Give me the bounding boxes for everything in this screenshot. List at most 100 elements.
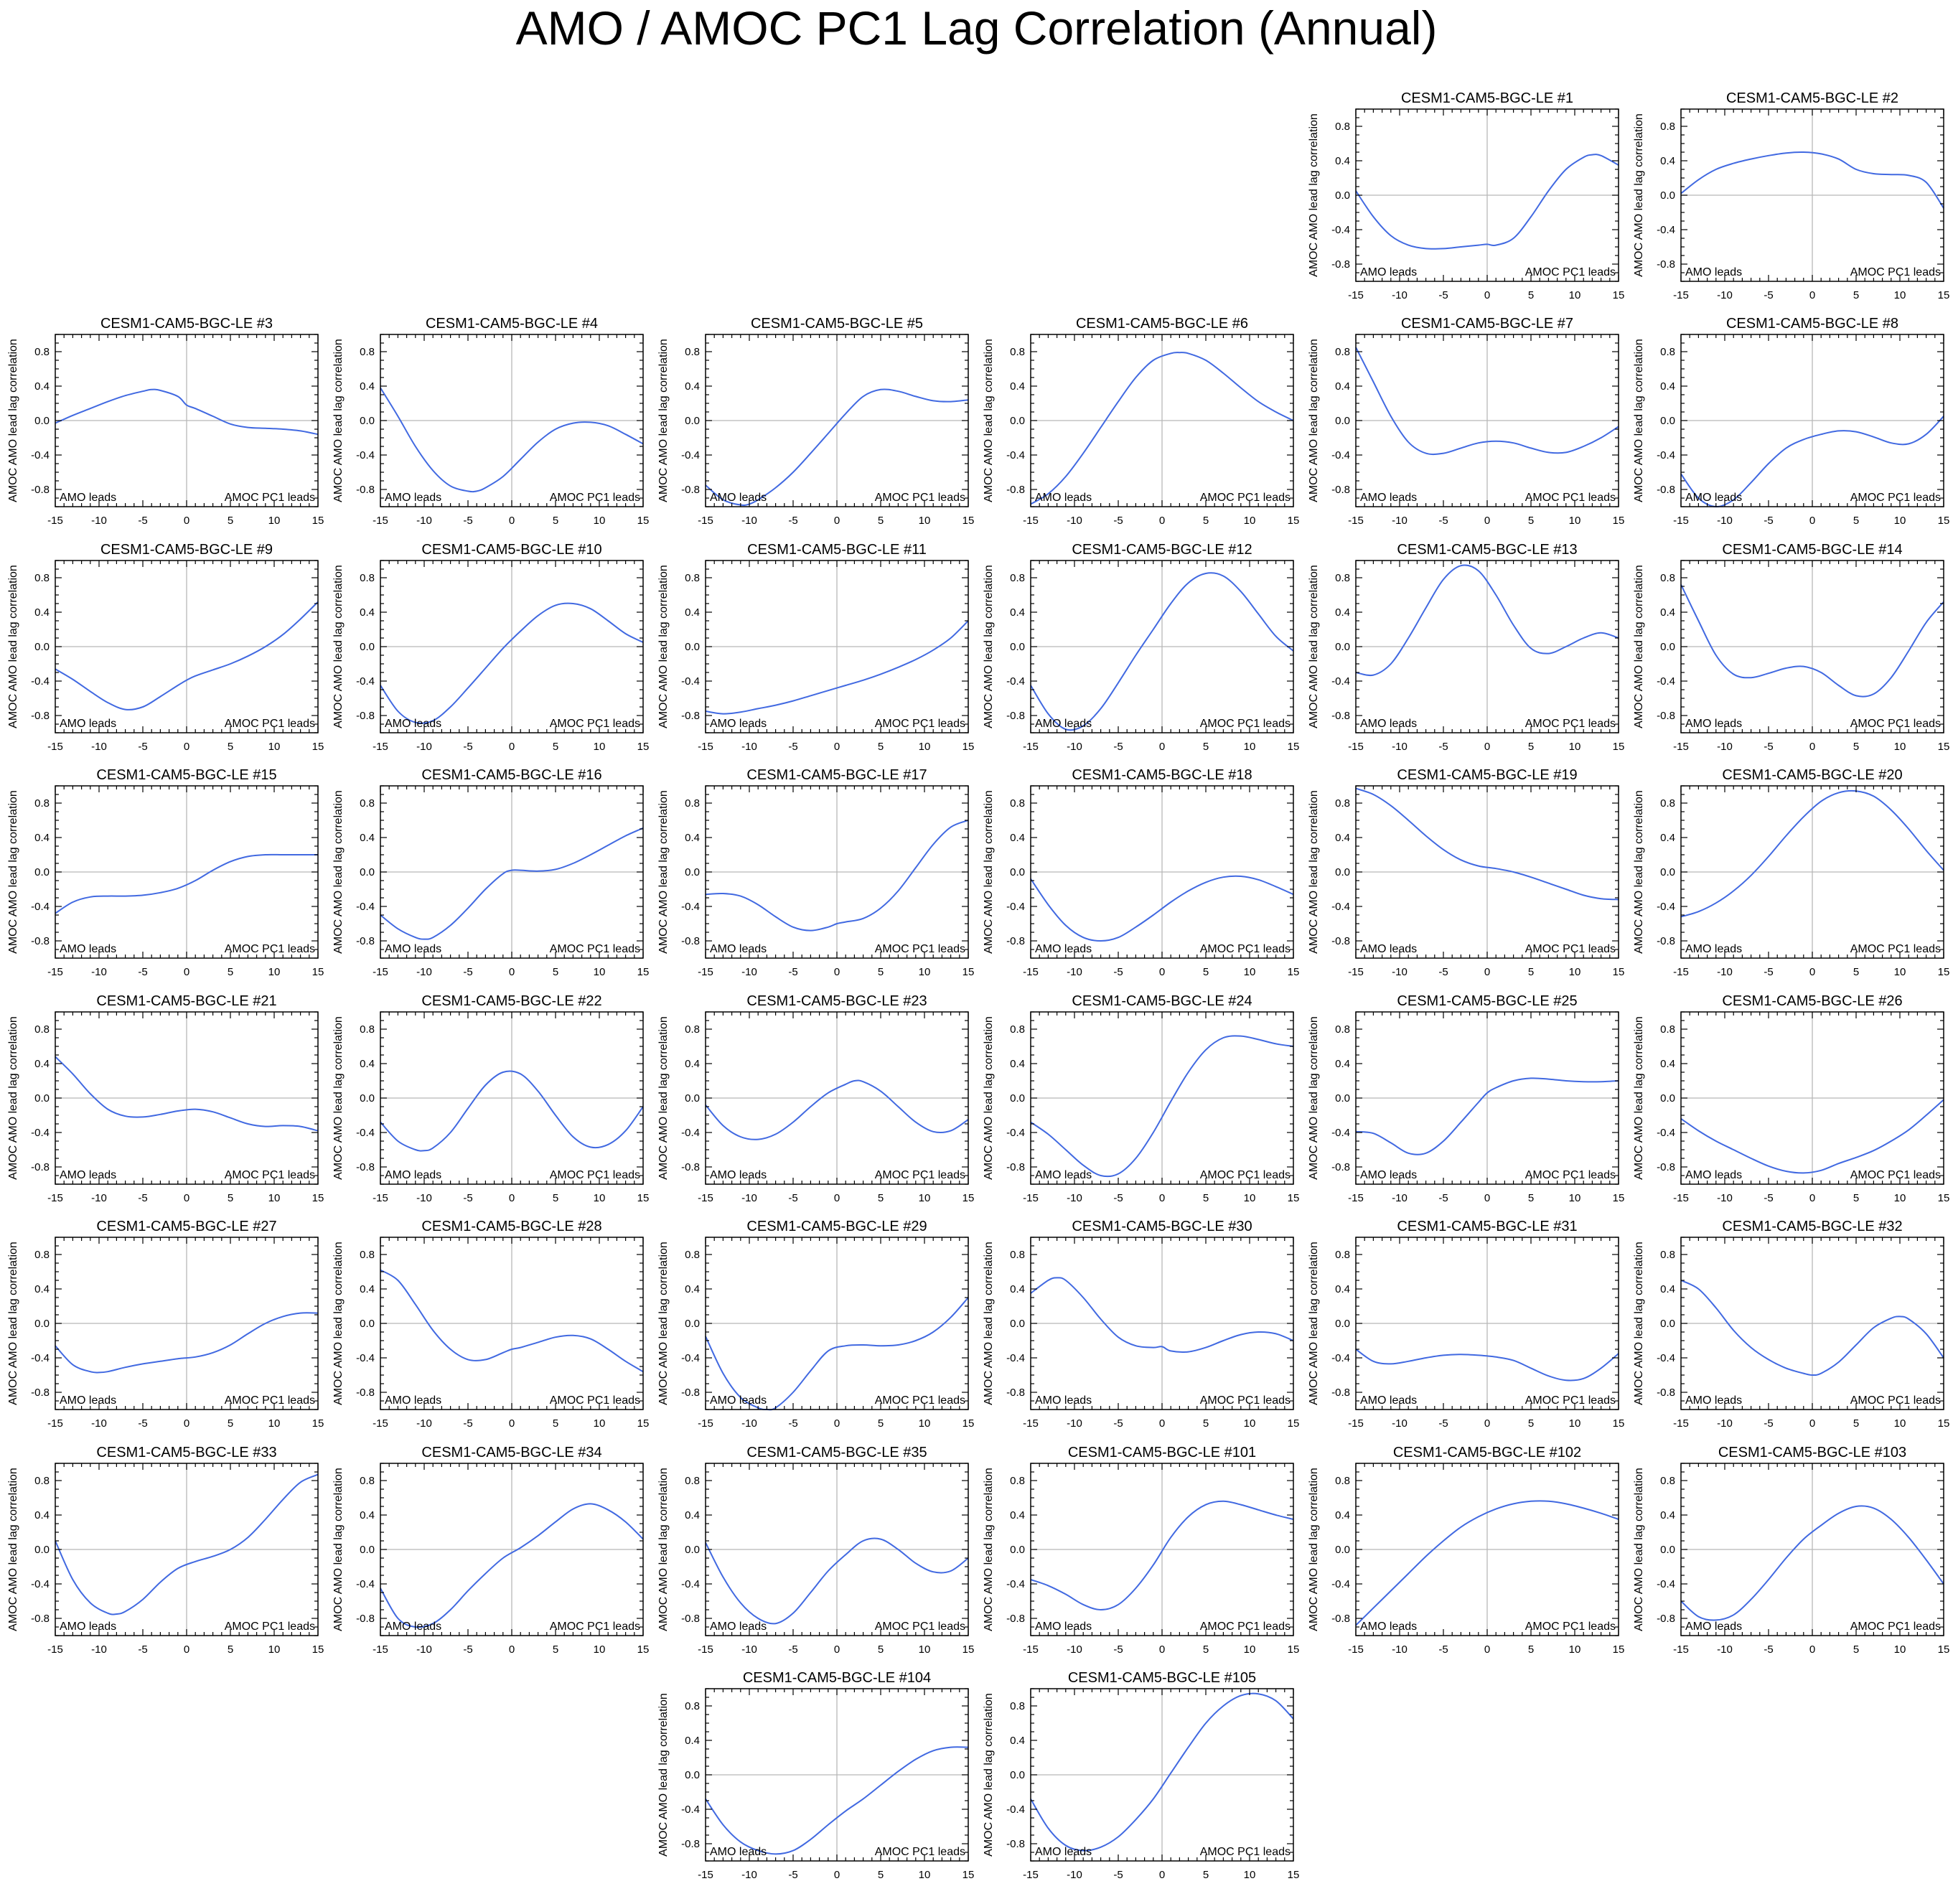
x-tick-label: 15 (312, 1417, 324, 1430)
x-tick-label: -10 (1717, 1643, 1733, 1656)
x-tick-label: -15 (373, 741, 388, 753)
x-tick-label: 10 (1894, 1643, 1906, 1656)
x-tick-label: -5 (463, 1643, 472, 1656)
x-tick-label: 10 (594, 515, 606, 527)
panel-title: CESM1-CAM5-BGC-LE #104 (743, 1670, 931, 1686)
x-tick-label: -5 (1113, 1869, 1123, 1881)
amo-leads-label: AMO leads (385, 943, 441, 955)
amoc-leads-label: AMOC PC1 leads (875, 492, 965, 504)
x-tick-label: 15 (312, 515, 324, 527)
y-axis-label: AMOC AMO lead lag correlation (657, 1468, 670, 1631)
panel-title: CESM1-CAM5-BGC-LE #10 (421, 542, 601, 558)
amo-leads-label: AMO leads (710, 718, 767, 730)
y-tick-label: -0.4 (356, 1352, 375, 1364)
y-tick-label: -0.8 (31, 484, 50, 496)
amo-leads-label: AMO leads (385, 1394, 441, 1407)
x-tick-label: -5 (138, 966, 147, 978)
y-axis-label: AMOC AMO lead lag correlation (1308, 790, 1320, 954)
y-tick-label: -0.4 (31, 901, 50, 913)
x-tick-label: 5 (228, 1643, 233, 1656)
y-axis-label: AMOC AMO lead lag correlation (983, 1016, 995, 1180)
x-tick-label: 10 (919, 1869, 931, 1881)
x-tick-label: -10 (1717, 515, 1733, 527)
y-tick-label: -0.4 (356, 1578, 375, 1590)
x-tick-label: 10 (1244, 966, 1256, 978)
x-tick-label: -5 (1764, 966, 1773, 978)
y-tick-label: 0.4 (360, 380, 375, 393)
x-tick-label: -10 (741, 1417, 757, 1430)
y-tick-label: -0.8 (1331, 1613, 1350, 1625)
y-axis-label: AMOC AMO lead lag correlation (7, 790, 19, 954)
y-tick-label: 0.0 (34, 866, 50, 878)
x-tick-label: -10 (91, 1643, 107, 1656)
x-tick-label: 0 (1809, 741, 1815, 753)
y-tick-label: 0.4 (1010, 606, 1025, 619)
amo-leads-label: AMO leads (385, 718, 441, 730)
y-tick-label: 0.8 (1335, 797, 1350, 810)
x-tick-label: 15 (963, 515, 975, 527)
x-tick-label: -5 (788, 1417, 797, 1430)
y-tick-label: -0.8 (31, 710, 50, 722)
x-tick-label: -15 (698, 1869, 713, 1881)
amoc-leads-label: AMOC PC1 leads (550, 1621, 640, 1633)
x-tick-label: 10 (1569, 741, 1581, 753)
x-tick-label: -15 (1673, 515, 1689, 527)
panel-title: CESM1-CAM5-BGC-LE #16 (421, 767, 601, 783)
amo-leads-label: AMO leads (1360, 266, 1417, 278)
y-tick-label: 0.4 (360, 832, 375, 844)
panel-title: CESM1-CAM5-BGC-LE #6 (1076, 316, 1248, 332)
y-tick-label: 0.4 (1010, 380, 1025, 393)
x-tick-label: -15 (1348, 966, 1364, 978)
x-tick-label: -5 (463, 966, 472, 978)
amoc-leads-label: AMOC PC1 leads (875, 1846, 965, 1858)
x-tick-label: 5 (878, 1643, 884, 1656)
panel-title: CESM1-CAM5-BGC-LE #29 (746, 1219, 927, 1234)
y-tick-label: 0.8 (1660, 1249, 1675, 1261)
y-tick-label: 0.4 (1335, 832, 1350, 844)
x-tick-label: -10 (91, 1192, 107, 1204)
x-tick-label: -10 (1717, 289, 1733, 301)
x-tick-label: -15 (1023, 1869, 1039, 1881)
y-axis-label: AMOC AMO lead lag correlation (332, 1468, 345, 1631)
x-tick-label: -10 (1067, 1417, 1082, 1430)
y-tick-label: -0.4 (681, 1352, 700, 1364)
x-tick-label: 0 (184, 1417, 189, 1430)
y-axis-label: AMOC AMO lead lag correlation (983, 339, 995, 502)
y-tick-label: 0.0 (685, 641, 700, 653)
y-tick-label: 0.8 (1335, 1023, 1350, 1036)
x-tick-label: -10 (741, 1192, 757, 1204)
panel-title: CESM1-CAM5-BGC-LE #12 (1072, 542, 1252, 558)
y-axis-label: AMOC AMO lead lag correlation (657, 339, 670, 502)
amoc-leads-label: AMOC PC1 leads (1200, 1621, 1291, 1633)
amo-leads-label: AMO leads (710, 1394, 767, 1407)
y-tick-label: 0.0 (1660, 415, 1675, 427)
x-tick-label: 0 (1809, 1643, 1815, 1656)
amo-leads-label: AMO leads (1360, 943, 1417, 955)
y-tick-label: -0.8 (1331, 484, 1350, 496)
x-tick-label: -5 (1113, 1192, 1123, 1204)
x-tick-label: 10 (1244, 1192, 1256, 1204)
panel-title: CESM1-CAM5-BGC-LE #2 (1726, 90, 1898, 106)
x-tick-label: 0 (509, 1192, 515, 1204)
y-axis-label: AMOC AMO lead lag correlation (983, 1468, 995, 1631)
y-axis-label: AMOC AMO lead lag correlation (1308, 1016, 1320, 1180)
y-tick-label: -0.4 (681, 901, 700, 913)
y-tick-label: 0.0 (1335, 1092, 1350, 1105)
x-tick-label: 10 (1894, 289, 1906, 301)
y-axis-label: AMOC AMO lead lag correlation (657, 1693, 670, 1857)
x-tick-label: 5 (1853, 741, 1859, 753)
y-tick-label: 0.0 (34, 641, 50, 653)
amo-leads-label: AMO leads (1685, 1621, 1742, 1633)
y-tick-label: -0.4 (1657, 224, 1675, 236)
y-tick-label: 0.8 (685, 1700, 700, 1712)
y-tick-label: 0.4 (360, 606, 375, 619)
x-tick-label: 0 (1159, 515, 1165, 527)
y-tick-label: -0.8 (31, 935, 50, 947)
y-tick-label: -0.4 (1331, 1127, 1350, 1139)
x-tick-label: -10 (416, 515, 432, 527)
